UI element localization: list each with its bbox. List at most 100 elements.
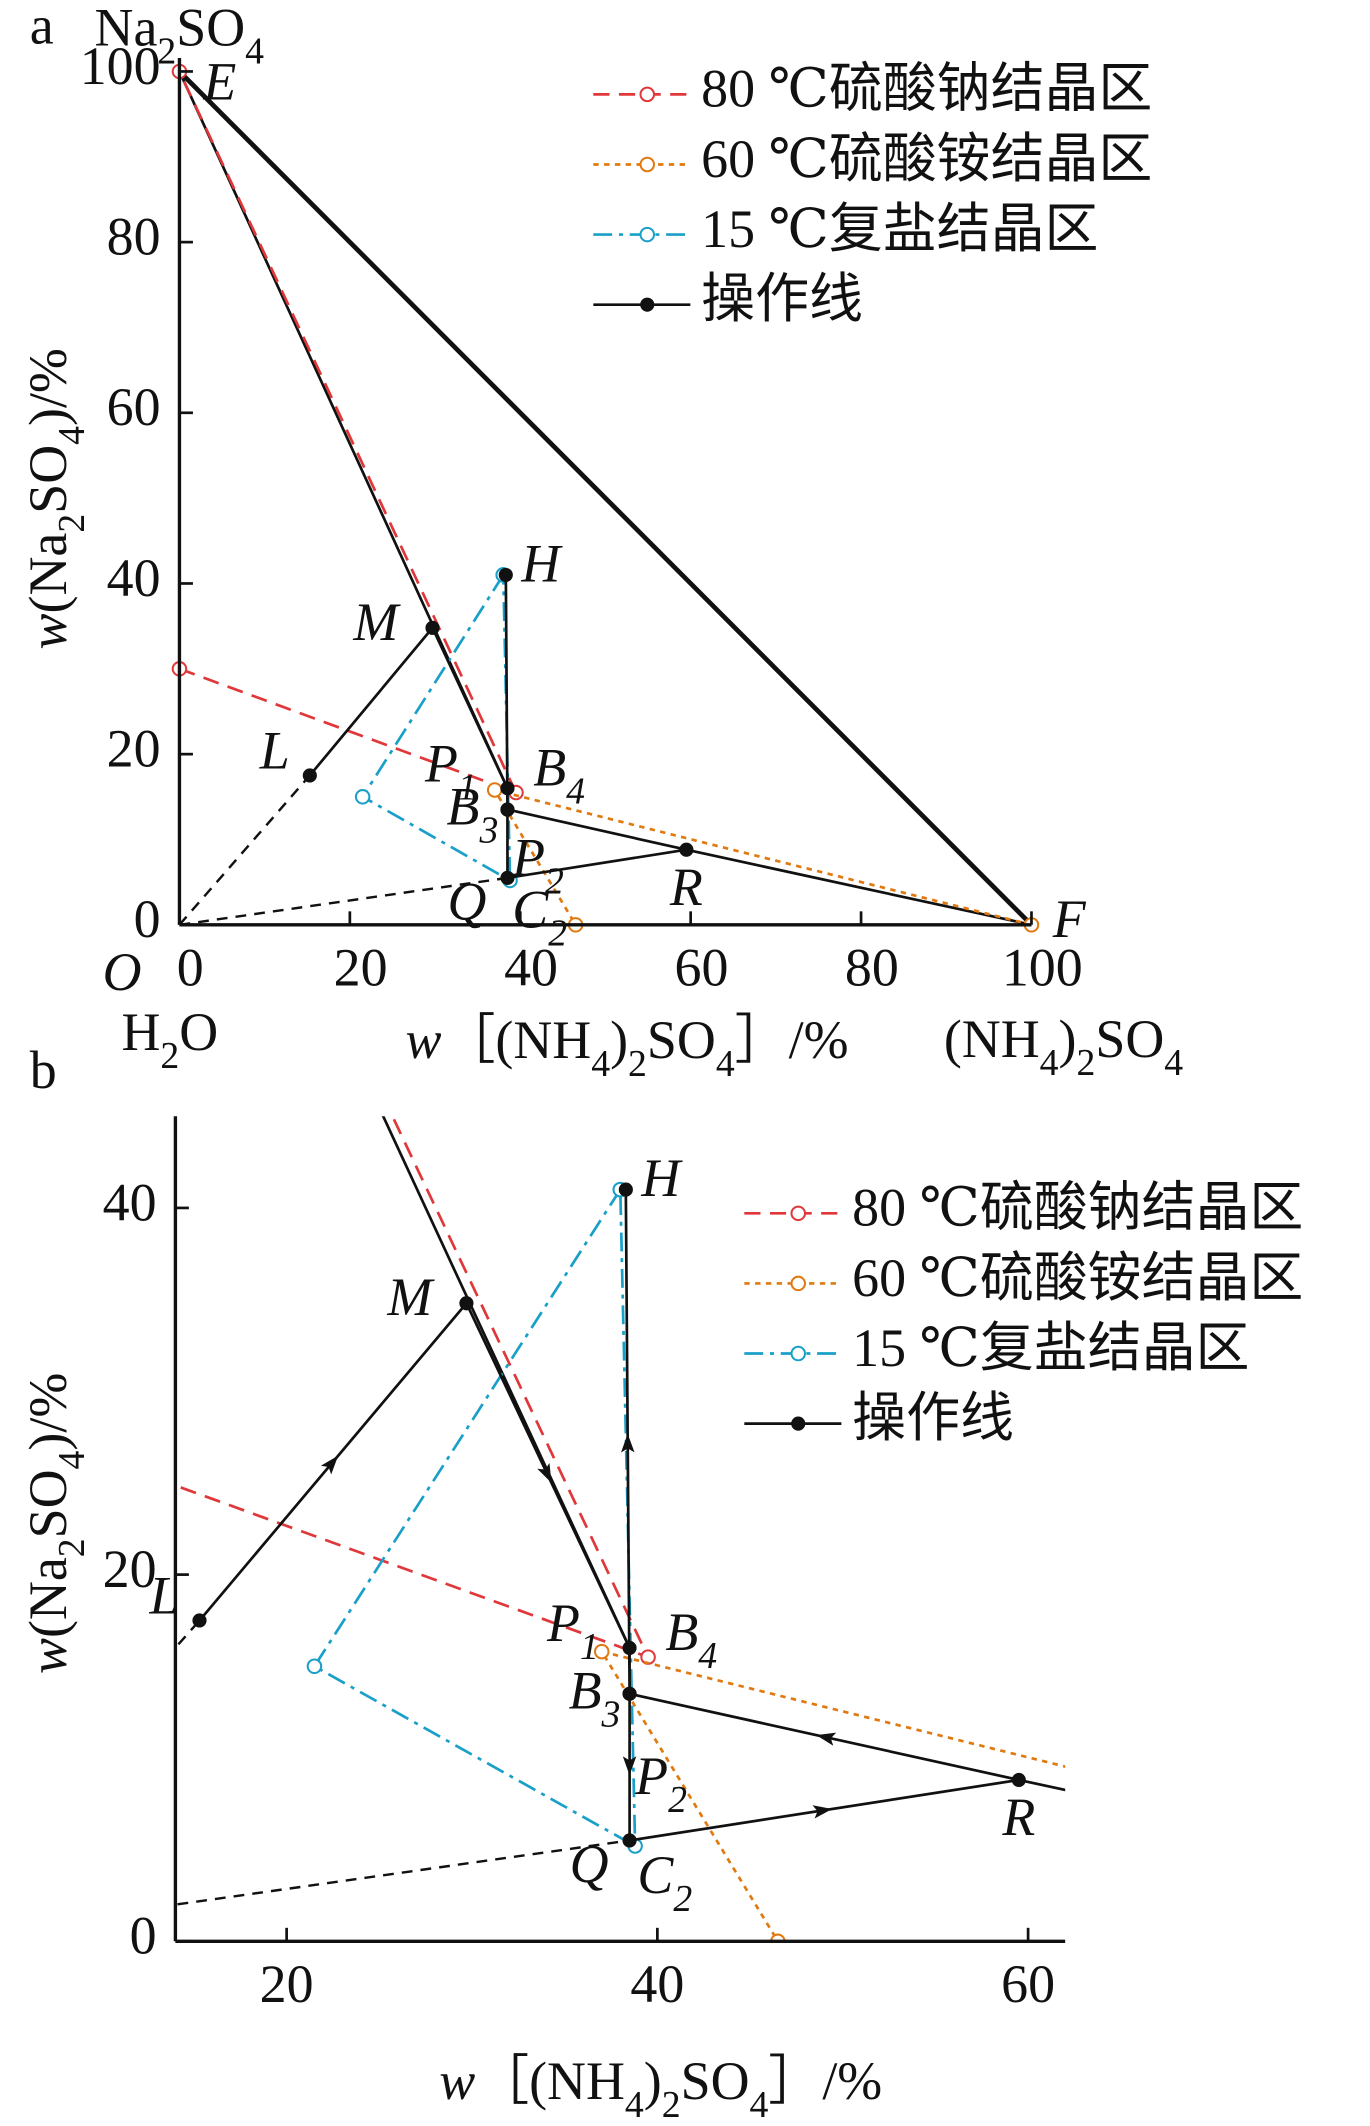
text-part: SO [681,2051,750,2111]
text-part: ］/% [735,1011,849,1071]
guide-line [178,774,311,926]
text-part: ) [644,2051,662,2111]
text-part: 4 [245,30,264,72]
point-label: P2 [634,1747,687,1821]
point-subscript: 1 [458,766,477,808]
plot-area [175,1116,1066,1942]
point-name: B [665,1603,698,1663]
x-tick-label: 100 [1002,938,1083,998]
point-name: B [533,738,566,798]
text-part: ) [1059,1009,1077,1069]
point-label: L [148,1566,179,1626]
legend-label: 80 ℃硫酸钠结晶区 [852,1178,1303,1238]
x-axis-label: w［(NH4)2SO4］/% [406,1011,849,1085]
text-part: 2 [1076,1041,1095,1083]
text-part: ］/% [768,2051,882,2111]
guide-line [1018,1778,1066,1792]
point-label: B3 [569,1661,621,1735]
data-point [459,1296,474,1311]
point-name: E [202,52,236,112]
guide-line [381,1116,631,1649]
text-part: SO [647,1011,716,1071]
text-part: 2 [662,2084,681,2126]
point-subscript: 3 [601,1693,621,1735]
legend-marker [639,226,656,243]
data-point [622,1686,637,1701]
x-axis-label: w［(NH4)2SO4］/% [439,2051,882,2125]
y-tick-label: 20 [103,1539,157,1599]
legend-label: 操作线 [852,1388,1014,1448]
y-tick-label: 40 [103,1172,157,1232]
text-part: ［(NH [475,2051,625,2111]
data-point [302,768,317,783]
x-tick-label: 80 [845,938,899,998]
x-tick-label: 60 [674,938,728,998]
y-tick-label: 40 [107,548,161,608]
text-part: (Na [18,533,78,614]
vertex-label: (NH4)2SO4 [944,1009,1183,1083]
point-name: Q [570,1835,609,1895]
point-subscript: 2 [545,860,564,902]
point-name: M [352,592,401,652]
point-name: P [511,828,545,888]
point-label: Q [570,1835,609,1895]
data-point [622,1640,637,1656]
series-line [312,1188,637,1849]
point-name: C [637,1845,674,1905]
data-point [1011,1772,1026,1788]
point-label: C2 [512,880,567,954]
text-part: 4 [750,2084,769,2126]
y-tick-label: 100 [80,36,161,96]
text-part: 2 [51,514,93,533]
data-point [425,620,440,635]
point-subscript: 4 [698,1635,717,1677]
direction-arrow [537,1462,552,1483]
point-name: L [259,721,290,781]
point-label: B4 [665,1603,717,1677]
legend-label: 60 ℃硫酸铵结晶区 [701,129,1152,189]
vertex-label: Na2SO4 [95,0,265,72]
text-part: SO [18,1469,78,1538]
point-name: H [640,1149,683,1209]
x-tick-label: 20 [260,1954,314,2014]
x-tick-label: 40 [504,938,558,998]
legend-marker [791,1416,806,1431]
y-tick-label: 0 [130,1906,157,1966]
direction-arrow [621,1433,635,1453]
panel-label: b [30,1040,57,1100]
point-label: H [520,534,563,594]
point-label: P2 [511,828,564,902]
point-label: F [1052,889,1087,949]
direction-arrow [812,1805,833,1819]
y-tick-label: 80 [107,206,161,266]
x-tick-label: 40 [630,1954,684,2014]
data-point [679,842,694,857]
text-part: 4 [625,2084,644,2126]
point-name: M [386,1268,435,1328]
direction-arrow [622,1756,637,1776]
plot-area [171,63,1040,933]
text-part: ［(NH [442,1011,592,1071]
data-point [618,1182,633,1197]
point-label: E [202,52,236,112]
point-label: Q [448,872,487,932]
text-part: SO [176,0,245,58]
text-part: H [121,1002,160,1062]
text-part: 4 [1040,1041,1059,1083]
guide-line [686,848,1032,927]
y-tick-label: 20 [107,719,161,779]
series-line [178,70,519,795]
point-label: M [386,1268,435,1328]
data-point [622,1833,637,1848]
text-part: w [18,1638,78,1674]
text-part: (NH [944,1009,1040,1069]
point-label: H [640,1149,683,1209]
legend-marker [790,1345,806,1362]
text-part: 4 [716,1043,735,1085]
legend-marker [639,86,656,103]
text-part: 4 [1164,1041,1183,1083]
text-part: 2 [628,1043,647,1085]
legend-marker [640,297,655,312]
vertex-label: H2O [121,1002,218,1076]
text-part: Na [95,0,158,58]
